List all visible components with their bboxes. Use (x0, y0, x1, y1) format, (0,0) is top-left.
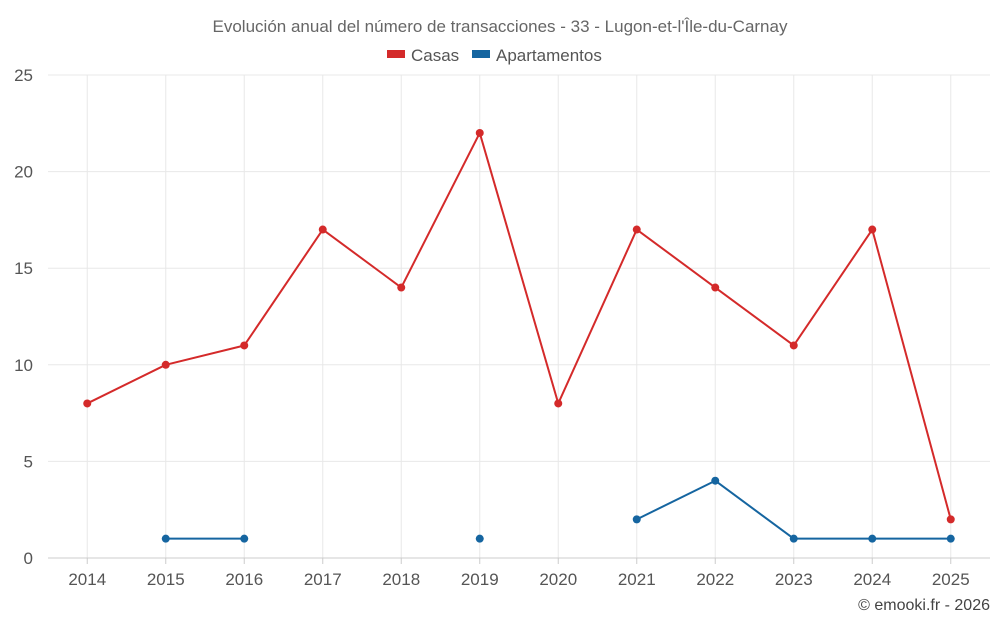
x-tick-label-2025: 2025 (932, 570, 970, 589)
point-apartamentos-2016 (240, 534, 249, 543)
credit-text: © emooki.fr - 2026 (858, 597, 990, 614)
y-tick-label-20: 20 (14, 163, 33, 182)
point-casas-2019 (475, 128, 484, 137)
x-tick-label-2020: 2020 (539, 570, 577, 589)
legend-swatch-apartamentos (472, 50, 490, 58)
legend-label-casas[interactable]: Casas (411, 46, 459, 65)
x-tick-label-2018: 2018 (382, 570, 420, 589)
x-tick-label-2024: 2024 (853, 570, 891, 589)
y-tick-label-0: 0 (24, 549, 33, 568)
point-apartamentos-2022 (711, 476, 720, 485)
point-casas-2022 (711, 283, 720, 292)
legend-label-apartamentos[interactable]: Apartamentos (496, 46, 602, 65)
y-tick-label-5: 5 (24, 452, 33, 471)
x-tick-label-2023: 2023 (775, 570, 813, 589)
y-tick-label-10: 10 (14, 356, 33, 375)
y-tick-label-15: 15 (14, 259, 33, 278)
x-tick-label-2017: 2017 (304, 570, 342, 589)
point-apartamentos-2024 (868, 534, 877, 543)
point-apartamentos-2023 (789, 534, 798, 543)
point-casas-2024 (868, 225, 877, 234)
point-casas-2023 (789, 341, 798, 350)
x-tick-label-2015: 2015 (147, 570, 185, 589)
point-casas-2015 (161, 360, 170, 369)
point-casas-2017 (318, 225, 327, 234)
x-tick-label-2016: 2016 (225, 570, 263, 589)
legend-swatch-casas (387, 50, 405, 58)
point-casas-2020 (554, 399, 563, 408)
point-apartamentos-2025 (946, 534, 955, 543)
x-tick-label-2014: 2014 (68, 570, 106, 589)
point-casas-2016 (240, 341, 249, 350)
series-line-casas-0 (86, 131, 952, 520)
point-apartamentos-2015 (161, 534, 170, 543)
x-tick-label-2022: 2022 (696, 570, 734, 589)
point-casas-2018 (397, 283, 406, 292)
point-casas-2014 (83, 399, 92, 408)
point-casas-2021 (632, 225, 641, 234)
point-apartamentos-2021 (632, 515, 641, 524)
x-tick-label-2021: 2021 (618, 570, 656, 589)
y-tick-label-25: 25 (14, 66, 33, 85)
chart-title: Evolución anual del número de transaccio… (213, 17, 788, 36)
grid (48, 74, 990, 559)
x-tick-label-2019: 2019 (461, 570, 499, 589)
point-casas-2025 (946, 515, 955, 524)
point-apartamentos-2019 (475, 534, 484, 543)
series (83, 128, 955, 543)
legend: Casas Apartamentos (387, 46, 602, 65)
